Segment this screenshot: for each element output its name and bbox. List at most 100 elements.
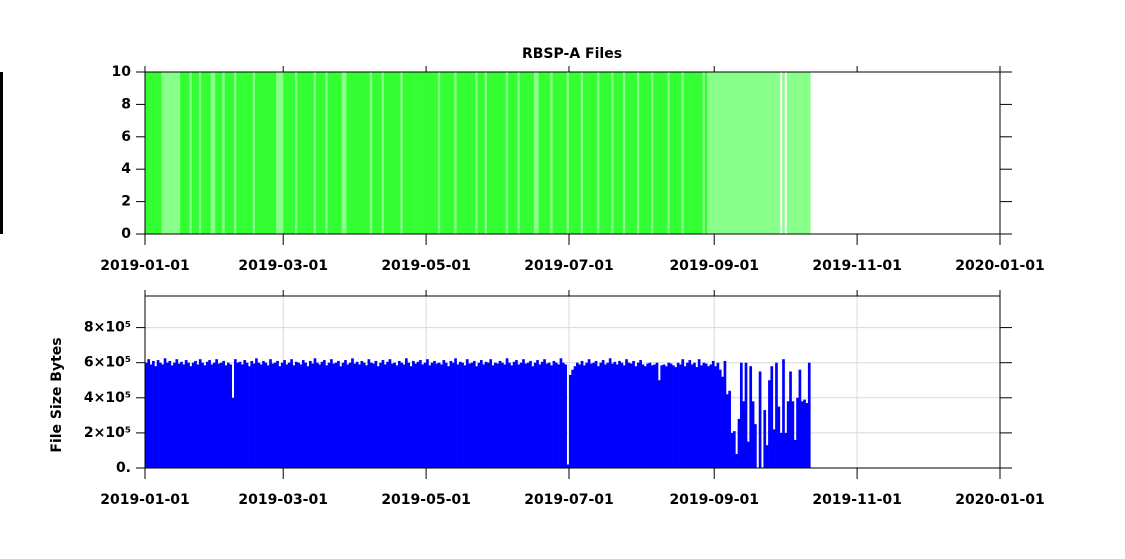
bar bbox=[243, 72, 247, 234]
bar bbox=[152, 72, 155, 234]
bar bbox=[463, 365, 467, 468]
bar bbox=[358, 364, 361, 468]
bar bbox=[742, 72, 746, 234]
bar bbox=[264, 362, 268, 468]
bar bbox=[433, 360, 436, 468]
bar bbox=[372, 72, 375, 234]
bar bbox=[444, 72, 448, 234]
x-tick-label: 2019-01-01 bbox=[100, 492, 190, 508]
bar bbox=[669, 363, 673, 468]
bar bbox=[217, 363, 221, 468]
bar bbox=[203, 72, 207, 234]
bar bbox=[688, 360, 692, 468]
bar bbox=[360, 72, 364, 234]
bar bbox=[231, 72, 235, 234]
bar bbox=[323, 72, 326, 234]
bar bbox=[304, 362, 307, 468]
bar bbox=[643, 72, 647, 234]
bar bbox=[416, 72, 420, 234]
x-tick-label: 2019-07-01 bbox=[524, 258, 614, 274]
bar bbox=[615, 72, 619, 234]
bar bbox=[770, 366, 774, 468]
y-tick-label: 2 bbox=[121, 194, 131, 210]
bar bbox=[627, 362, 631, 468]
bar bbox=[248, 366, 251, 468]
bar bbox=[393, 362, 396, 468]
bar bbox=[709, 72, 713, 234]
bar bbox=[779, 432, 783, 468]
bar bbox=[510, 365, 514, 468]
bar bbox=[437, 72, 441, 234]
bar bbox=[730, 72, 734, 234]
bar bbox=[154, 72, 158, 234]
bar bbox=[470, 72, 474, 234]
bar bbox=[529, 72, 532, 234]
bar bbox=[648, 72, 652, 234]
bar bbox=[222, 72, 225, 234]
y-tick-label: 2×10⁵ bbox=[84, 425, 131, 441]
bar bbox=[592, 72, 596, 234]
bar bbox=[0, 72, 3, 234]
bar bbox=[273, 72, 277, 234]
bar bbox=[201, 72, 204, 234]
bar bbox=[517, 72, 521, 234]
bar bbox=[337, 72, 340, 234]
bar bbox=[400, 362, 404, 468]
bar bbox=[367, 72, 371, 234]
bar bbox=[697, 359, 701, 468]
bar bbox=[777, 72, 781, 234]
bar bbox=[681, 359, 685, 468]
bar bbox=[442, 360, 446, 468]
bar bbox=[512, 361, 516, 468]
bar bbox=[693, 72, 696, 234]
bar bbox=[313, 358, 317, 468]
bar bbox=[173, 362, 176, 468]
bar bbox=[461, 362, 464, 468]
bar bbox=[332, 363, 336, 468]
bar bbox=[426, 359, 429, 468]
bar bbox=[608, 72, 612, 234]
bar bbox=[266, 365, 270, 468]
bar bbox=[477, 362, 481, 468]
bar bbox=[484, 72, 488, 234]
bar bbox=[739, 72, 743, 234]
bar bbox=[241, 72, 244, 234]
bar bbox=[620, 72, 624, 234]
bar bbox=[374, 72, 378, 234]
bar bbox=[690, 72, 694, 234]
bar bbox=[592, 362, 596, 468]
bar bbox=[177, 363, 181, 468]
bar bbox=[194, 72, 197, 234]
bar bbox=[243, 360, 247, 468]
bar bbox=[611, 363, 614, 468]
bar bbox=[700, 72, 703, 234]
bar bbox=[515, 360, 518, 468]
bar bbox=[636, 72, 640, 234]
bar bbox=[184, 72, 188, 234]
bar bbox=[278, 72, 282, 234]
bar bbox=[498, 360, 502, 468]
bar bbox=[564, 364, 567, 468]
bar bbox=[620, 362, 624, 468]
bar bbox=[531, 366, 535, 468]
bar bbox=[693, 362, 696, 468]
bar bbox=[763, 410, 767, 468]
bar bbox=[721, 376, 724, 468]
bar bbox=[571, 72, 575, 234]
y-axis-label: File Size Bytes bbox=[49, 337, 65, 452]
bar bbox=[545, 363, 549, 468]
bar bbox=[458, 361, 462, 468]
bar bbox=[557, 364, 560, 468]
bar bbox=[163, 358, 167, 468]
bar bbox=[798, 72, 802, 234]
bar bbox=[662, 72, 666, 234]
bar bbox=[241, 364, 244, 468]
bar bbox=[390, 363, 394, 468]
bar bbox=[402, 72, 406, 234]
bar bbox=[627, 72, 631, 234]
bar bbox=[306, 366, 310, 468]
bar bbox=[707, 366, 710, 468]
bar bbox=[175, 359, 179, 468]
bar bbox=[395, 365, 399, 468]
